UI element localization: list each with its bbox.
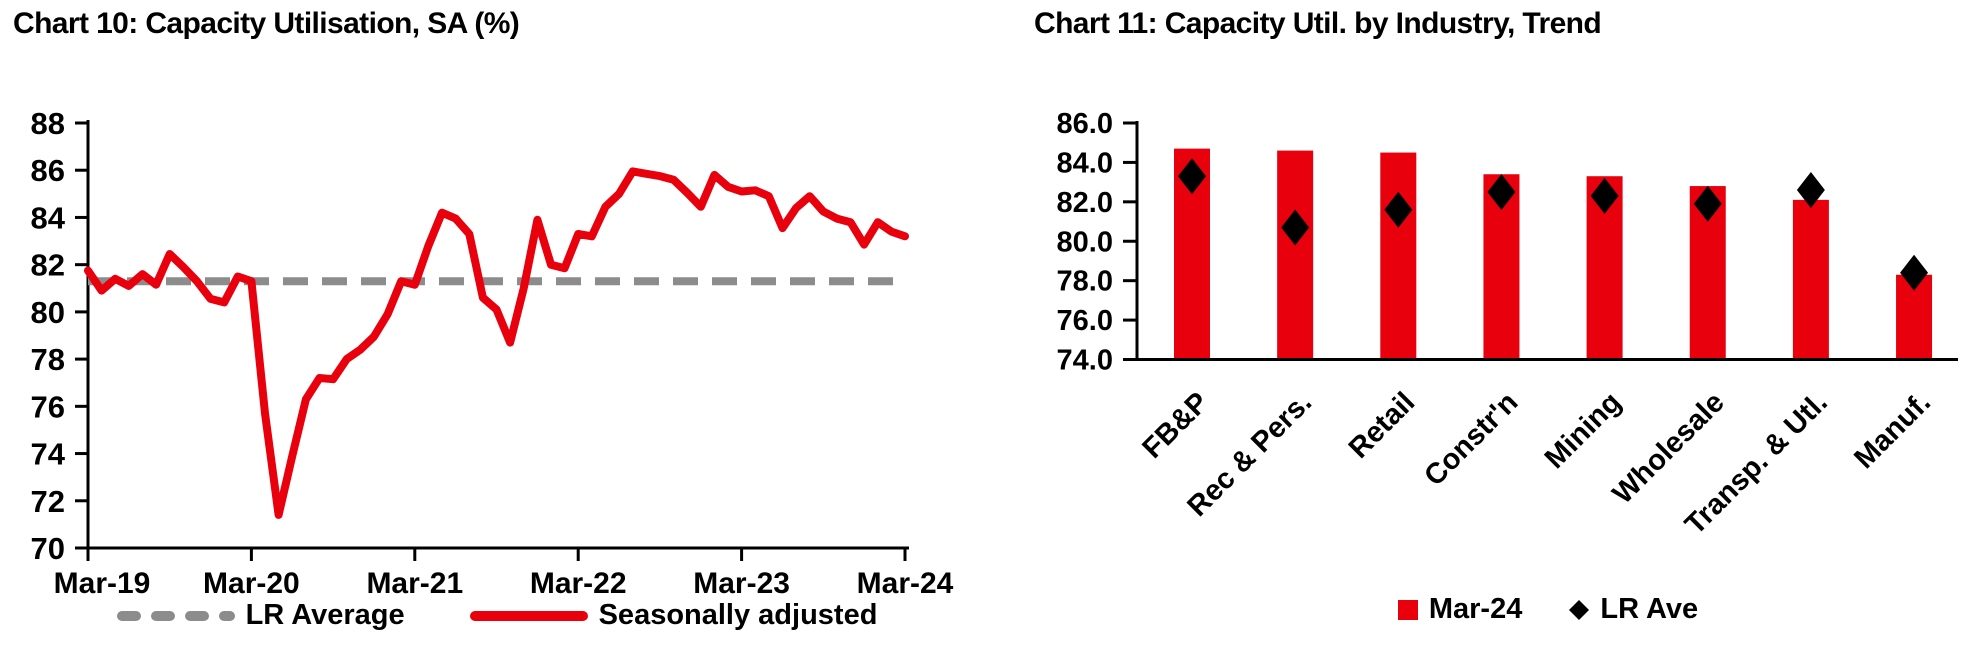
- seasonally-adjusted-series-line: [84, 167, 909, 519]
- legend-item-lr-ave: LR Ave: [1568, 593, 1698, 626]
- y-tick-label: 80: [31, 295, 65, 330]
- y-tick-label: 82: [31, 248, 65, 283]
- y-tick-label: 78.0: [1057, 266, 1113, 298]
- legend-item-lr-average: LR Average: [116, 599, 405, 632]
- legend-label-lr-ave: LR Ave: [1600, 593, 1699, 625]
- x-tick-label: Mar-22: [530, 567, 627, 600]
- diamond-Mining: [1590, 177, 1619, 214]
- chart-10-legend: LR Average Seasonally adjusted: [88, 599, 905, 632]
- y-tick-label: 80.0: [1057, 226, 1113, 258]
- legend-label-lr-average: LR Average: [245, 599, 405, 631]
- y-tick-label: 78: [31, 342, 65, 377]
- y-tick-label: 76.0: [1057, 305, 1113, 337]
- bar-Transp. & Utl.: [1792, 199, 1829, 360]
- mar-24-square-swatch: [1397, 599, 1418, 620]
- y-tick-label: 84.0: [1057, 147, 1113, 179]
- y-tick-label: 76: [31, 389, 65, 424]
- y-tick-label: 88: [31, 106, 65, 141]
- diamond-FB&P: [1178, 158, 1206, 195]
- chart-11-legend: Mar-24 LR Ave: [1137, 593, 1958, 626]
- diamond-Constr'n: [1487, 173, 1516, 210]
- diamond-Transp. & Utl.: [1796, 172, 1825, 209]
- axes-left: [86, 120, 909, 550]
- diamond-Manuf.: [1900, 254, 1929, 291]
- lr-ave-diamond-swatch: [1569, 599, 1590, 620]
- seasonally-adjusted-line-swatch: [469, 610, 588, 621]
- category-label: Constr'n: [1418, 386, 1524, 492]
- chart-10-plot-area: 70 72 74 76 78 80 82 84 86 88 Mar-19 Mar-20 Mar-21 Ma…: [31, 106, 954, 600]
- lr-ave-diamond: [1569, 599, 1590, 620]
- legend-item-seasonally-adjusted: Seasonally adjusted: [469, 599, 878, 632]
- y-tick-label: 82.0: [1057, 187, 1113, 219]
- y-tick-label: 86.0: [1057, 108, 1113, 140]
- legend-label-mar-24: Mar-24: [1428, 593, 1523, 625]
- x-tick-label: Mar-24: [857, 567, 954, 600]
- chart-10-title: Chart 10: Capacity Utilisation, SA (%): [13, 7, 520, 40]
- y-tick-label: 84: [31, 200, 66, 235]
- bar-Rec & Pers.: [1277, 150, 1314, 360]
- x-tick-label: Mar-21: [366, 567, 463, 600]
- x-tick-label: Mar-23: [693, 567, 790, 600]
- diamond-Retail: [1384, 191, 1413, 228]
- x-tick-label: Mar-19: [54, 567, 151, 600]
- y-tick-label: 74: [31, 437, 66, 472]
- x-tick-label: Mar-20: [203, 567, 300, 600]
- diamond-Wholesale: [1693, 185, 1722, 222]
- category-label: FB&P: [1136, 386, 1214, 464]
- chart-11-title: Chart 11: Capacity Util. by Industry, Tr…: [1034, 7, 1602, 40]
- mar-24-square: [1397, 599, 1418, 620]
- category-label: Manuf.: [1848, 386, 1937, 475]
- y-tick-label: 70: [31, 531, 65, 566]
- lr-average-dashed-swatch: [116, 610, 235, 621]
- category-label: Mining: [1539, 386, 1628, 475]
- diamond-Rec & Pers.: [1281, 209, 1310, 246]
- category-label: Retail: [1343, 386, 1421, 464]
- y-tick-label: 74.0: [1057, 345, 1113, 377]
- y-tick-label: 72: [31, 484, 65, 519]
- bar-Retail: [1380, 152, 1417, 360]
- y-tick-label: 86: [31, 153, 65, 188]
- legend-item-mar-24: Mar-24: [1397, 593, 1523, 626]
- legend-label-seasonally-adjusted: Seasonally adjusted: [598, 599, 878, 631]
